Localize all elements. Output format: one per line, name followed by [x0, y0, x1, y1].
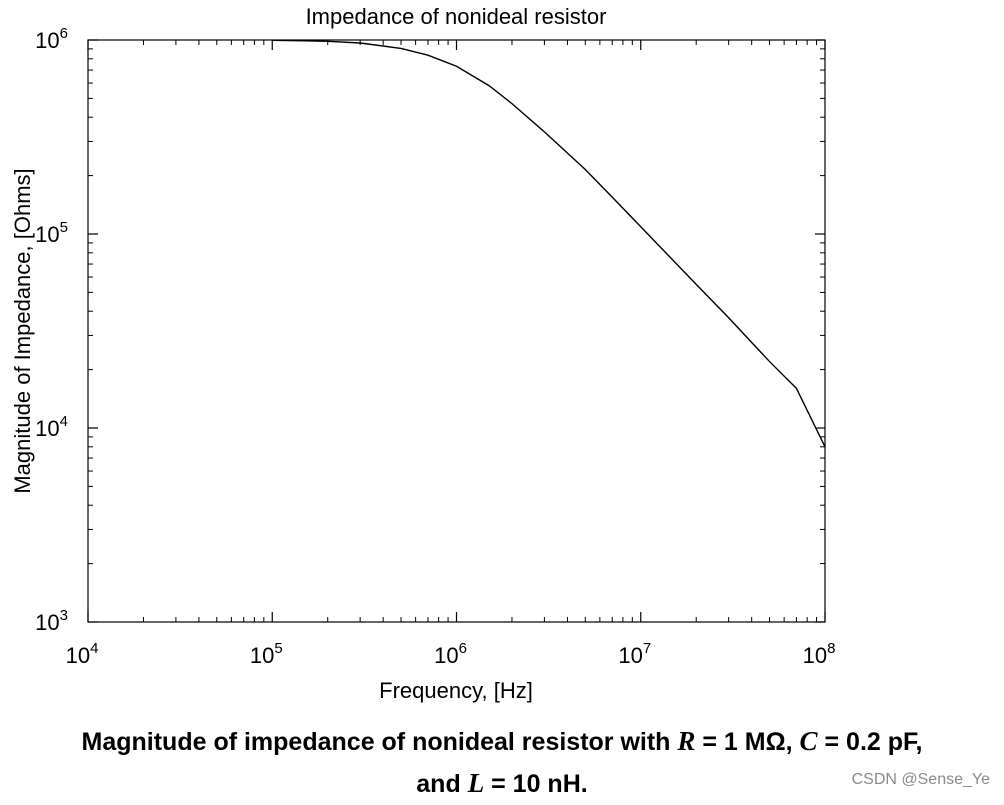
x-tick-label: 105 [250, 640, 283, 668]
chart-title: Impedance of nonideal resistor [306, 4, 607, 29]
y-axis-label: Magnitude of Impedance, [Ohms] [10, 168, 35, 493]
y-tick-label: 103 [35, 607, 68, 635]
caption-r-value: = 1 MΩ, [695, 728, 800, 756]
y-tick-label: 105 [35, 219, 68, 247]
caption-l-symbol: L [467, 768, 485, 798]
y-tick-labels: 103 104 105 106 [35, 25, 68, 635]
caption-l-value: = 10 nH. [484, 770, 588, 798]
x-tick-labels: 104 105 106 107 108 [66, 640, 836, 668]
x-tick-label: 108 [803, 640, 836, 668]
caption-c-symbol: C [799, 726, 818, 756]
y-tick-label: 106 [35, 25, 68, 53]
x-tick-label: 106 [434, 640, 467, 668]
impedance-series-line [272, 39, 826, 448]
major-ticks [87, 39, 826, 623]
minor-ticks [88, 40, 825, 622]
plot-frame [87, 39, 826, 623]
caption-text-2: and [416, 770, 468, 798]
x-axis-label: Frequency, [Hz] [379, 678, 533, 703]
x-tick-label: 104 [66, 640, 99, 668]
caption-c-value: = 0.2 pF, [817, 728, 923, 756]
y-tick-label: 104 [35, 413, 68, 441]
x-tick-label: 107 [618, 640, 651, 668]
impedance-chart: Impedance of nonideal resistor 104 105 106… [10, 4, 836, 703]
caption-r-symbol: R [677, 726, 696, 756]
watermark: CSDN @Sense_Ye [851, 771, 990, 788]
figure-caption-line-1: Magnitude of impedance of nonideal resis… [0, 720, 1004, 763]
figure-caption-line-2: and L = 10 nH. [0, 762, 1004, 805]
caption-text: Magnitude of impedance of nonideal resis… [81, 728, 678, 756]
